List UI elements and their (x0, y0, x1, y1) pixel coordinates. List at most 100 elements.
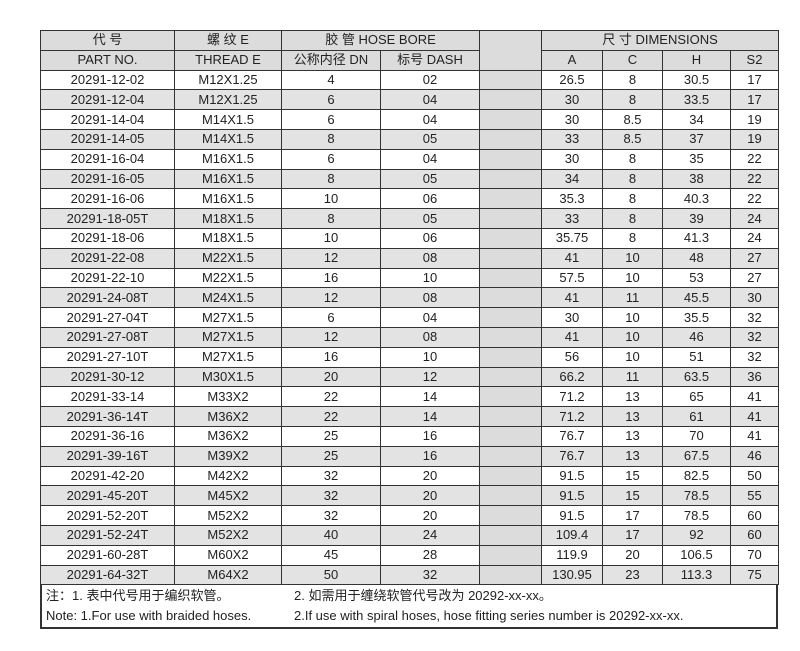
thread-cell: M42X2 (174, 465, 282, 487)
dn-cell: 50 (281, 564, 381, 586)
table-row: 20291-22-08 M22X1.5 12 08 41 10 48 27 (40, 247, 780, 269)
a-cell: 33 (541, 128, 603, 150)
part-no-cell: 20291-16-04 (40, 148, 175, 170)
part-no-cell: 20291-45-20T (40, 485, 175, 507)
blank-cell (479, 544, 542, 566)
thread-cell: M18X1.5 (174, 227, 282, 249)
h-cell: 40.3 (662, 188, 731, 210)
blank-cell (479, 128, 542, 150)
table-row: 20291-18-05T M18X1.5 8 05 33 8 39 24 (40, 208, 780, 229)
table-row: 20291-22-10 M22X1.5 16 10 57.5 10 53 27 (40, 267, 780, 289)
thread-cell: M36X2 (174, 425, 282, 447)
dash-cell: 04 (380, 89, 480, 111)
part-no-cell: 20291-27-10T (40, 346, 175, 368)
blank-cell (479, 168, 542, 190)
h-cell: 37 (662, 128, 731, 150)
part-no-cell: 20291-16-06 (40, 188, 175, 210)
dn-cell: 4 (281, 69, 381, 91)
table-row: 20291-12-02 M12X1.25 4 02 26.5 8 30.5 17 (40, 69, 780, 91)
s2-cell: 60 (729, 524, 780, 546)
table-row: 20291-64-32T M64X2 50 32 130.95 23 113.3 75 (40, 564, 780, 586)
h-cell: 41.3 (662, 227, 731, 249)
dn-header: 公称内径 DN (281, 49, 381, 71)
s2-cell: 32 (729, 307, 780, 328)
thread-cell: M30X1.5 (174, 366, 282, 388)
h-cell: 53 (662, 267, 731, 289)
c-cell: 8 (602, 227, 663, 249)
dash-cell: 05 (380, 168, 480, 190)
h-cell: 106.5 (662, 544, 731, 566)
s2-cell: 32 (729, 326, 780, 348)
h-cell: 38 (662, 168, 731, 190)
thread-cell: M12X1.25 (174, 69, 282, 91)
h-cell: 67.5 (662, 445, 731, 467)
h-cell: 45.5 (662, 287, 731, 309)
s2-cell: 17 (729, 69, 780, 91)
blank-cell (479, 109, 542, 130)
thread-cell: M45X2 (174, 485, 282, 507)
s2-cell: 36 (729, 366, 780, 388)
table-row: 20291-27-04T M27X1.5 6 04 30 10 35.5 32 (40, 307, 780, 328)
thread-cell: M33X2 (174, 386, 282, 408)
s2-cell: 22 (729, 168, 780, 190)
a-cell: 66.2 (541, 366, 603, 388)
table-row: 20291-18-06 M18X1.5 10 06 35.75 8 41.3 24 (40, 227, 780, 249)
a-cell: 34 (541, 168, 603, 190)
thread-cell: M27X1.5 (174, 307, 282, 328)
dn-cell: 6 (281, 148, 381, 170)
s2-cell: 24 (729, 227, 780, 249)
blank-cell (479, 524, 542, 546)
s2-cell: 19 (729, 128, 780, 150)
dash-cell: 06 (380, 188, 480, 210)
s2-cell: 27 (729, 267, 780, 289)
dash-cell: 02 (380, 69, 480, 91)
dash-cell: 16 (380, 425, 480, 447)
h-cell: 78.5 (662, 485, 731, 507)
part-no-cell: 20291-52-24T (40, 524, 175, 546)
dimensions-header: 尺 寸 DIMENSIONS (540, 30, 780, 51)
s2-cell: 19 (729, 109, 780, 130)
part-no-cell: 20291-22-08 (40, 247, 175, 269)
a-cell: 41 (541, 247, 603, 269)
table-row: 20291-16-06 M16X1.5 10 06 35.3 8 40.3 22 (40, 188, 780, 210)
a-cell: 109.4 (541, 524, 603, 546)
a-cell: 56 (541, 346, 603, 368)
part-no-cell: 20291-14-05 (40, 128, 175, 150)
dn-cell: 22 (281, 386, 381, 408)
fitting-spec-table: 代 号 螺 纹 E 胶 管 HOSE BORE 尺 寸 DIMENSIONS P… (40, 30, 780, 586)
dash-cell: 08 (380, 247, 480, 269)
blank-cell (479, 148, 542, 170)
notes-box: 注：1. 表中代号用于编织软管。 2. 如需用于缠绕软管代号改为 20292-xx… (40, 585, 778, 630)
c-cell: 10 (602, 247, 663, 269)
a-cell: 30 (541, 109, 603, 130)
blank-cell (479, 69, 542, 91)
thread-cell: M22X1.5 (174, 247, 282, 269)
table-row: 20291-39-16T M39X2 25 16 76.7 13 67.5 46 (40, 445, 780, 467)
thread-cell: M39X2 (174, 445, 282, 467)
dn-cell: 22 (281, 406, 381, 427)
h-cell: 92 (662, 524, 731, 546)
blank-cell (479, 366, 542, 388)
c-cell: 15 (602, 465, 663, 487)
dash-cell: 20 (380, 485, 480, 507)
h-cell: 35 (662, 148, 731, 170)
a-cell: 35.75 (541, 227, 603, 249)
dash-cell: 12 (380, 366, 480, 388)
s2-cell: 50 (729, 465, 780, 487)
thread-cell: M27X1.5 (174, 346, 282, 368)
thread-cell: M60X2 (174, 544, 282, 566)
dn-cell: 12 (281, 326, 381, 348)
table-row: 20291-14-04 M14X1.5 6 04 30 8.5 34 19 (40, 109, 780, 130)
blank-cell (479, 425, 542, 447)
dash-cell: 20 (380, 505, 480, 526)
thread-header-cn: 螺 纹 E (174, 30, 282, 51)
s2-cell: 41 (729, 425, 780, 447)
c-cell: 17 (602, 524, 663, 546)
note-en-1: Note: 1.For use with braided hoses. (46, 608, 252, 624)
thread-header: THREAD E (174, 49, 282, 71)
blank-column-header (479, 30, 542, 71)
blank-cell (479, 307, 542, 328)
h-cell: 82.5 (662, 465, 731, 487)
s2-cell: 41 (729, 386, 780, 408)
c-cell: 13 (602, 386, 663, 408)
